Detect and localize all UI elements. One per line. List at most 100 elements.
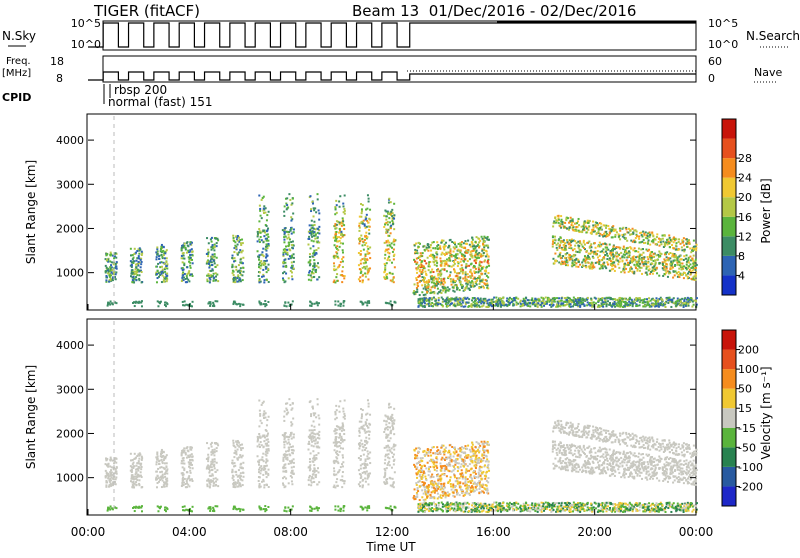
power-cell (457, 301, 459, 303)
power-cell (207, 255, 209, 257)
power-cell (616, 256, 618, 258)
power-cell (287, 302, 289, 304)
power-cell (489, 302, 491, 304)
power-cell (110, 274, 112, 276)
power-cell (652, 235, 654, 237)
power-cell (416, 291, 418, 293)
nsky-label: N.Sky (2, 29, 36, 43)
power-cell (464, 240, 466, 242)
power-cell (650, 255, 652, 257)
velocity-cell (190, 478, 192, 480)
velocity-cell (156, 478, 158, 480)
power-cell (664, 244, 666, 246)
power-cell (647, 262, 649, 264)
power-cell (369, 267, 371, 269)
power-cell (616, 305, 618, 307)
power-cell (262, 248, 264, 250)
power-cell (467, 260, 469, 262)
power-cell (388, 242, 390, 244)
power-cell (242, 304, 244, 306)
power-cell (363, 249, 365, 251)
power-cell (639, 232, 641, 234)
power-cell (259, 278, 261, 280)
velocity-cell (242, 462, 244, 464)
power-cell (439, 245, 441, 247)
power-cell (130, 275, 132, 277)
power-cell (313, 235, 315, 237)
power-cell (681, 268, 683, 270)
ytick-label: 2000 (56, 222, 84, 235)
power-cell (257, 233, 259, 235)
power-cell (481, 267, 483, 269)
power-cell (113, 257, 115, 259)
velocity-cell (257, 445, 259, 447)
velocity-cell (267, 473, 269, 475)
power-cell (161, 266, 163, 268)
velocity-cell (259, 486, 261, 488)
velocity-cell (160, 453, 162, 455)
power-cell (213, 273, 215, 275)
power-cell (291, 244, 293, 246)
power-cell (116, 261, 118, 263)
power-cell (576, 242, 578, 244)
power-cell (334, 213, 336, 215)
power-cell (361, 212, 363, 214)
power-cell (215, 238, 217, 240)
power-cell (631, 261, 633, 263)
power-cell (216, 300, 218, 302)
power-cell (629, 262, 631, 264)
power-cell (257, 235, 259, 237)
power-cell (465, 286, 467, 288)
velocity-cell (115, 462, 117, 464)
power-cell (141, 271, 143, 273)
velocity-cell (289, 460, 291, 462)
power-cell (163, 254, 165, 256)
power-cell (155, 266, 157, 268)
power-cell (139, 249, 141, 251)
power-cell (552, 239, 554, 241)
power-cell (437, 278, 439, 280)
power-cell (684, 302, 686, 304)
power-cell (266, 229, 268, 231)
power-cell (415, 277, 417, 279)
power-cell (262, 230, 264, 232)
power-cell (578, 230, 580, 232)
power-cell (563, 244, 565, 246)
power-cell (590, 263, 592, 265)
power-cell (212, 302, 214, 304)
power-cell (638, 248, 640, 250)
power-cell (335, 200, 337, 202)
power-cell (365, 219, 367, 221)
power-cell (556, 247, 558, 249)
velocity-cell (115, 457, 117, 459)
power-cell (568, 222, 570, 224)
velocity-cell (110, 473, 112, 475)
velocity-cell (238, 456, 240, 458)
power-cell (158, 272, 160, 274)
power-cell (421, 271, 423, 273)
power-cell (133, 260, 135, 262)
velocity-cell (166, 454, 168, 456)
power-cell (308, 261, 310, 263)
velocity-cell (140, 471, 142, 473)
power-cell (107, 305, 109, 307)
power-cell (637, 251, 639, 253)
power-cell (289, 238, 291, 240)
power-cell (612, 236, 614, 238)
power-cell (687, 240, 689, 242)
velocity-cell (138, 466, 140, 468)
power-cell (656, 236, 658, 238)
power-cell (105, 265, 107, 267)
power-cell (681, 298, 683, 300)
power-cell (282, 265, 284, 267)
power-cell (440, 270, 442, 272)
power-cell (659, 255, 661, 257)
velocity-cell (265, 508, 267, 510)
power-cell (640, 259, 642, 261)
power-cell (484, 298, 486, 300)
power-cell (266, 214, 268, 216)
power-cell (486, 237, 488, 239)
power-cell (436, 251, 438, 253)
power-cell (158, 255, 160, 257)
